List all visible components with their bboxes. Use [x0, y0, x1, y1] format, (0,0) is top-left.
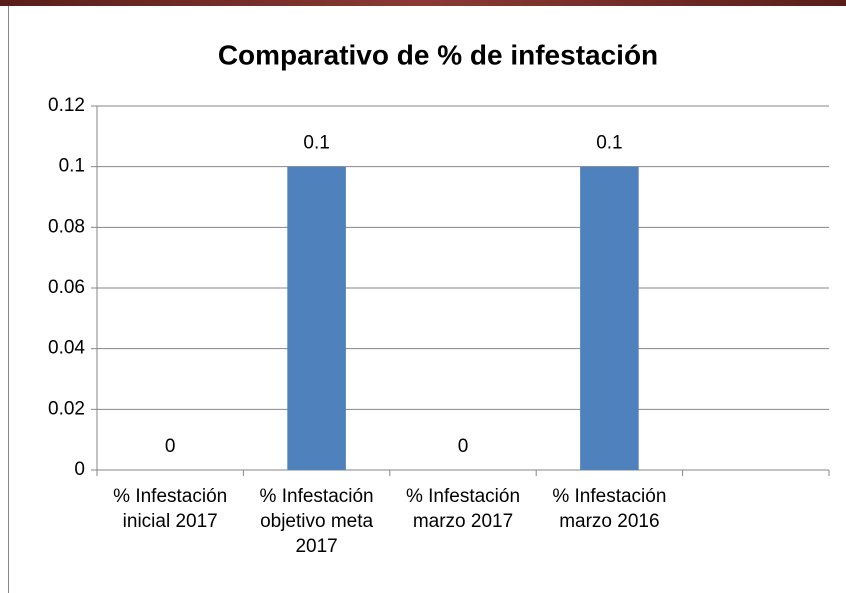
bar: [287, 166, 346, 470]
x-tick-label: % Infestación marzo 2017: [405, 486, 521, 532]
top-border: [0, 0, 846, 6]
x-tick-label: % Infestación marzo 2016: [552, 486, 667, 532]
value-label: 0: [165, 436, 176, 457]
value-label: 0.1: [303, 133, 329, 154]
y-tick-label: 0.1: [59, 156, 85, 177]
y-tick-label: 0.04: [48, 338, 85, 359]
x-tick-label: % Infestación inicial 2017: [113, 486, 228, 532]
y-tick-label: 0.08: [48, 216, 85, 237]
y-tick-label: 0.02: [48, 398, 85, 419]
value-label: 0.1: [596, 133, 622, 154]
value-label: 0: [458, 436, 469, 457]
y-tick-label: 0.06: [48, 277, 85, 298]
x-tick-label: % Infestación objetivo meta 2017: [259, 486, 374, 557]
bar: [580, 166, 639, 470]
y-tick-label: 0: [74, 459, 85, 480]
chart-title: Comparativo de % de infestación: [218, 39, 658, 70]
y-tick-label: 0.12: [48, 95, 85, 116]
